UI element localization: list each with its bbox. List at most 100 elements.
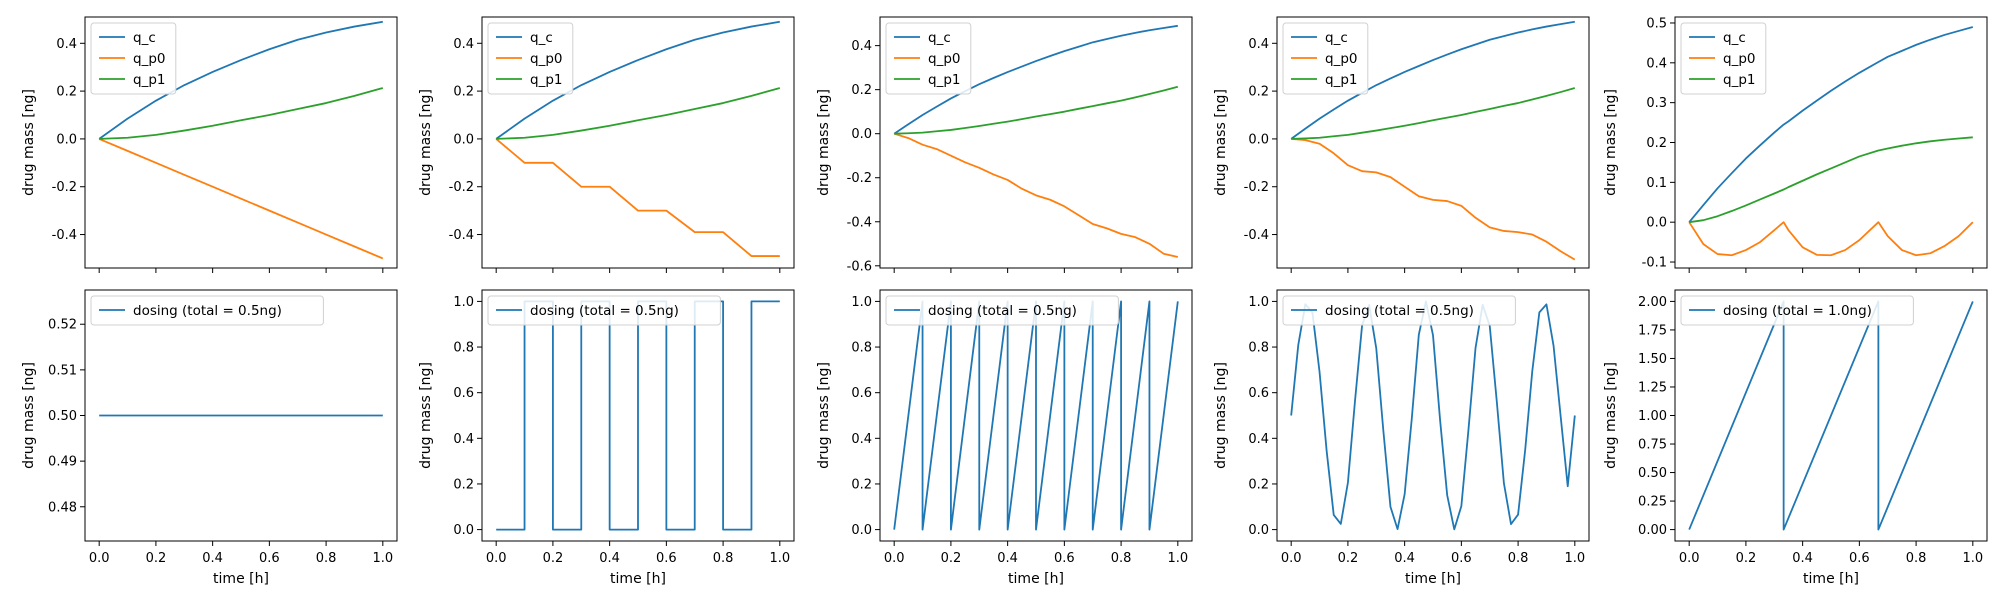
legend-label: q_c xyxy=(928,30,951,46)
x-tick-label: 0.6 xyxy=(1451,551,1472,566)
x-tick-label: 0.8 xyxy=(1906,551,1927,566)
legend-box xyxy=(90,22,177,95)
x-tick-label: 0.2 xyxy=(1736,551,1757,566)
y-axis-label: drug mass [ng] xyxy=(1213,362,1229,469)
legend-box xyxy=(885,295,1119,326)
subplot-9: 0.0 0.2 0.4 0.6 0.8 1.0 0.0 0.2 0.4 0.6 0.8 1.0 drug… xyxy=(1213,289,1590,587)
series-line-q-c xyxy=(98,20,383,140)
subplot-4: -0.4 -0.2 0.0 0.2 0.4 drug mass [ng] q_c q_p0 q_… xyxy=(1213,16,1590,273)
legend-box xyxy=(90,295,324,326)
legend-box xyxy=(1282,22,1369,95)
y-tick-label: -0.2 xyxy=(847,171,872,186)
x-tick-label: 0.8 xyxy=(713,551,734,566)
y-axis-label: drug mass [ng] xyxy=(21,362,37,469)
x-tick-label: 0.0 xyxy=(1281,551,1302,566)
y-tick-label: 0.2 xyxy=(1646,136,1667,151)
y-tick-label: 0.0 xyxy=(453,132,474,147)
y-tick-label: 0.4 xyxy=(1248,432,1269,447)
y-tick-label: -0.2 xyxy=(1244,180,1269,195)
y-axis-label: drug mass [ng] xyxy=(1603,362,1619,469)
y-tick-label: 0.2 xyxy=(453,85,474,100)
legend-label: q_p0 xyxy=(928,51,960,67)
y-tick-label: 0.50 xyxy=(48,409,77,424)
axes-frame xyxy=(481,16,795,269)
y-tick-label: 0.25 xyxy=(1638,495,1667,510)
axes-frame xyxy=(1674,16,1988,269)
y-tick-label: -0.2 xyxy=(52,180,77,195)
y-tick-label: 0.6 xyxy=(453,386,474,401)
x-axis-label: time [h] xyxy=(213,571,269,587)
series-line-q-p0 xyxy=(1291,138,1576,261)
y-tick-label: 0.6 xyxy=(851,386,872,401)
x-tick-label: 0.6 xyxy=(1054,551,1075,566)
axes-frame xyxy=(1674,289,1988,542)
legend-label: q_p1 xyxy=(928,72,960,88)
x-tick-label: 0.2 xyxy=(146,551,167,566)
x-axis-label: time [h] xyxy=(1008,571,1064,587)
y-tick-label: -0.6 xyxy=(847,259,872,274)
y-tick-label: 1.0 xyxy=(851,295,872,310)
y-tick-label: 0.0 xyxy=(1248,132,1269,147)
y-tick-label: 0.50 xyxy=(1638,466,1667,481)
subplot-1: -0.4 -0.2 0.0 0.2 0.4 drug mass [ng] q_c q_p0 q_… xyxy=(21,16,398,273)
series-line-q-p1 xyxy=(99,87,384,140)
series-line-q-c xyxy=(1688,26,1974,223)
y-tick-label: 0.2 xyxy=(56,85,77,100)
legend-label: dosing (total = 0.5ng) xyxy=(928,303,1077,319)
axes-frame xyxy=(84,16,398,269)
x-tick-label: 0.0 xyxy=(89,551,110,566)
y-tick-label: 0.4 xyxy=(56,37,77,52)
y-tick-label: 0.0 xyxy=(453,523,474,538)
x-axis-label: time [h] xyxy=(1405,571,1461,587)
y-tick-label: 1.50 xyxy=(1638,352,1667,367)
y-tick-label: 0.2 xyxy=(1248,477,1269,492)
legend-box xyxy=(1282,295,1516,326)
x-tick-label: 1.0 xyxy=(769,551,790,566)
y-tick-label: 0.5 xyxy=(1646,16,1667,31)
y-tick-label: 0.4 xyxy=(1646,56,1667,71)
axes-frame xyxy=(879,16,1193,269)
series-line-q-p0 xyxy=(98,138,384,260)
x-tick-label: 0.2 xyxy=(1338,551,1359,566)
x-tick-label: 0.2 xyxy=(941,551,962,566)
x-tick-label: 0.0 xyxy=(884,551,905,566)
x-tick-label: 0.8 xyxy=(316,551,337,566)
x-tick-label: 1.0 xyxy=(1564,551,1585,566)
y-tick-label: 0.49 xyxy=(48,455,77,470)
y-tick-label: 0.2 xyxy=(1248,85,1269,100)
y-tick-label: 0.0 xyxy=(56,132,77,147)
x-tick-label: 1.0 xyxy=(1167,551,1188,566)
y-tick-label: 0.0 xyxy=(851,523,872,538)
x-tick-label: 0.4 xyxy=(202,551,223,566)
x-tick-label: 0.0 xyxy=(486,551,507,566)
series-line-q-c xyxy=(495,20,780,140)
y-tick-label: 0.2 xyxy=(851,83,872,98)
legend-label: q_p0 xyxy=(530,51,562,67)
subplot-2: -0.4 -0.2 0.0 0.2 0.4 drug mass [ng] q_c q_p0 q_… xyxy=(418,16,795,273)
y-tick-label: 0.4 xyxy=(851,432,872,447)
y-axis-label: drug mass [ng] xyxy=(816,89,832,196)
subplot-5: -0.1 0.0 0.1 0.2 0.3 0.4 0.5 drug mass [ng] q_cq… xyxy=(1603,16,1988,273)
y-tick-label: 0.8 xyxy=(1248,341,1269,356)
y-tick-label: 0.0 xyxy=(1646,216,1667,231)
y-tick-label: 0.4 xyxy=(453,432,474,447)
axes-frame xyxy=(84,289,398,542)
y-tick-label: 0.4 xyxy=(851,39,872,54)
legend-label: q_c xyxy=(530,30,553,46)
y-tick-label: 0.4 xyxy=(453,37,474,52)
series-line-dosing-total-0-5ng- xyxy=(893,300,1179,531)
y-tick-label: 0.0 xyxy=(1248,523,1269,538)
x-tick-label: 0.4 xyxy=(1394,551,1415,566)
series-line-dosing-total-1-0ng- xyxy=(1688,300,1974,531)
x-tick-label: 0.4 xyxy=(599,551,620,566)
x-tick-label: 0.4 xyxy=(1792,551,1813,566)
y-tick-label: -0.4 xyxy=(1244,228,1269,243)
y-tick-label: 0.52 xyxy=(48,318,77,333)
y-axis-label: drug mass [ng] xyxy=(1603,89,1619,196)
axes-frame xyxy=(481,289,795,542)
y-tick-label: 1.0 xyxy=(453,295,474,310)
series-line-q-p1 xyxy=(496,87,781,140)
y-tick-label: 2.00 xyxy=(1638,295,1667,310)
subplot-3: -0.6 -0.4 -0.2 0.0 0.2 0.4 drug mass [ng] q_c q_… xyxy=(816,16,1193,274)
series-line-dosing-total-0-5ng- xyxy=(1290,300,1576,531)
